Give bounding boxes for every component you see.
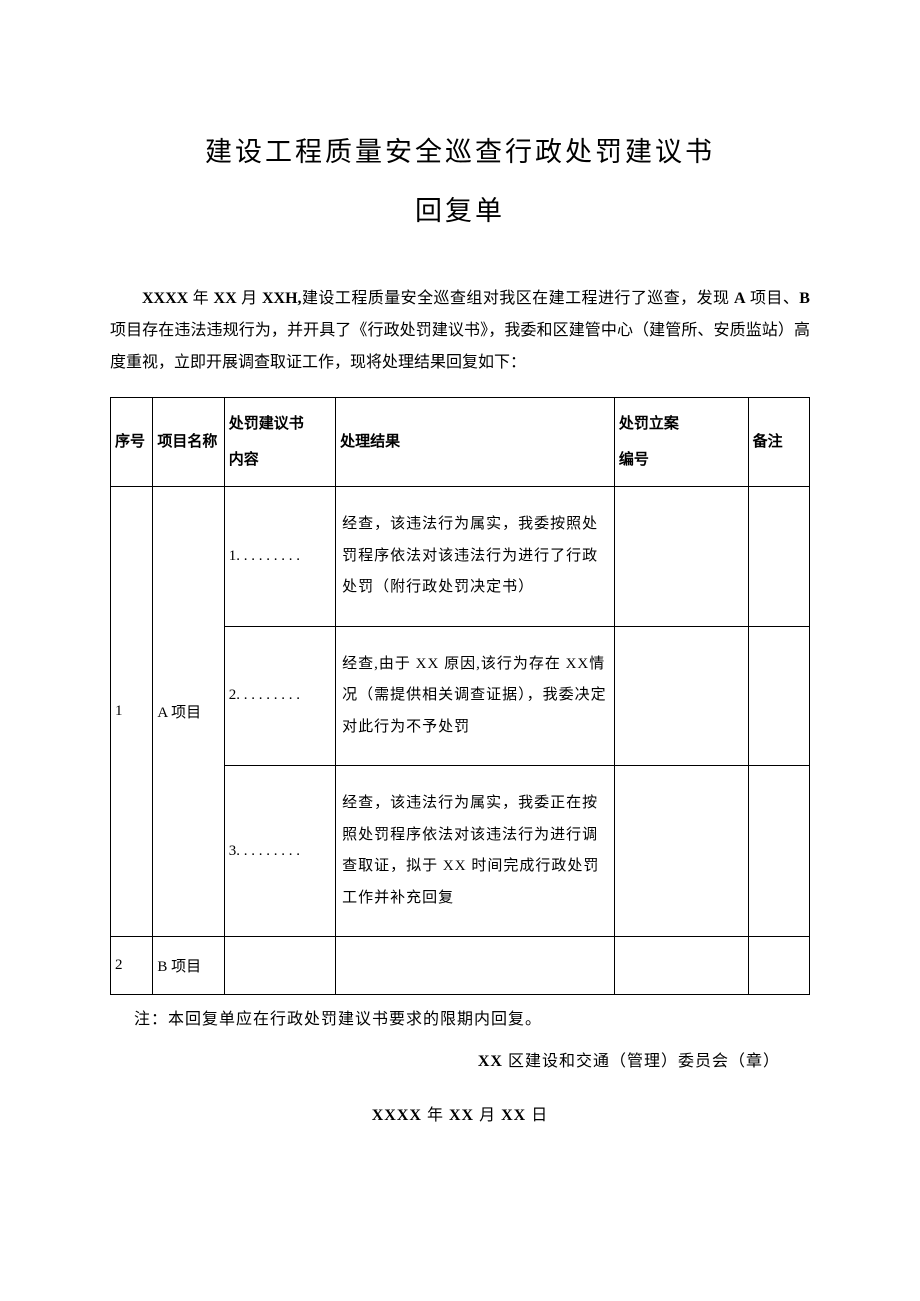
table-header-row: 序号 项目名称 处罚建议书 内容 处理结果 处罚立案 编号 备注	[111, 398, 810, 487]
table-row: 1 A 项目 1. . . . . . . . . 经查，该违法行为属实，我委按…	[111, 487, 810, 627]
cell-suggest-b	[224, 937, 335, 995]
cell-remark-1	[748, 487, 809, 627]
signature-line: XX 区建设和交通（管理）委员会（章）	[110, 1047, 810, 1071]
cell-project-a: A 项目	[153, 487, 224, 937]
date-year-label: 年	[422, 1107, 449, 1124]
cell-remark-3	[748, 766, 809, 937]
header-project: 项目名称	[153, 398, 224, 487]
intro-year: XXXX	[142, 290, 188, 307]
cell-result-1: 经查，该违法行为属实，我委按照处罚程序依法对该违法行为进行了行政处罚（附行政处罚…	[336, 487, 615, 627]
intro-text-3: 项目存在违法违规行为，并开具了《行政处罚建议书》，我委和区建管中心（建管所、安质…	[110, 322, 810, 371]
signature-text: 区建设和交通（管理）委员会（章）	[508, 1053, 780, 1070]
title-line-1: 建设工程质量安全巡查行政处罚建议书	[110, 130, 810, 169]
year-label: 年	[188, 290, 213, 307]
header-case-line2: 编号	[619, 442, 744, 478]
date-line: XXXX 年 XX 月 XX 日	[110, 1101, 810, 1125]
date-month: XX	[449, 1107, 474, 1124]
cell-result-3: 经查，该违法行为属实，我委正在按照处罚程序依法对该违法行为进行调查取证，拟于 X…	[336, 766, 615, 937]
cell-result-2: 经查,由于 XX 原因,该行为存在 XX情况（需提供相关调查证据），我委决定对此…	[336, 626, 615, 766]
header-suggest-line2: 内容	[229, 442, 331, 478]
intro-text-1: 建设工程质量安全巡查组对我区在建工程进行了巡查，发现	[302, 290, 734, 307]
table-row: 2 B 项目	[111, 937, 810, 995]
cell-case-1	[614, 487, 748, 627]
date-month-label: 月	[474, 1107, 501, 1124]
cell-suggest-3: 3. . . . . . . . .	[224, 766, 335, 937]
header-case-line1: 处罚立案	[619, 406, 744, 442]
cell-suggest-1: 1. . . . . . . . .	[224, 487, 335, 627]
intro-text-2: 项目、	[746, 290, 800, 307]
date-day-label: 日	[526, 1107, 548, 1124]
header-case: 处罚立案 编号	[614, 398, 748, 487]
reply-table: 序号 项目名称 处罚建议书 内容 处理结果 处罚立案 编号 备注 1 A 项目 …	[110, 397, 810, 995]
project-b-label: B	[799, 290, 810, 307]
note-text: 注：本回复单应在行政处罚建议书要求的限期内回复。	[134, 1005, 810, 1029]
header-remark: 备注	[748, 398, 809, 487]
header-suggest-line1: 处罚建议书	[229, 406, 331, 442]
cell-result-b	[336, 937, 615, 995]
month-label: 月	[237, 290, 262, 307]
cell-remark-2	[748, 626, 809, 766]
cell-remark-b	[748, 937, 809, 995]
date-year: XXXX	[372, 1107, 422, 1124]
cell-case-3	[614, 766, 748, 937]
intro-month: XX	[214, 290, 237, 307]
cell-seq-2: 2	[111, 937, 153, 995]
signature-prefix: XX	[478, 1053, 508, 1070]
cell-case-b	[614, 937, 748, 995]
date-day: XX	[501, 1107, 526, 1124]
cell-case-2	[614, 626, 748, 766]
header-seq: 序号	[111, 398, 153, 487]
cell-project-b: B 项目	[153, 937, 224, 995]
intro-paragraph: XXXX 年 XX 月 XXH,建设工程质量安全巡查组对我区在建工程进行了巡查，…	[110, 283, 810, 379]
header-suggest: 处罚建议书 内容	[224, 398, 335, 487]
project-a-label: A	[734, 290, 746, 307]
intro-day: XXH,	[262, 290, 302, 307]
header-result: 处理结果	[336, 398, 615, 487]
title-line-2: 回复单	[110, 189, 810, 228]
cell-seq-1: 1	[111, 487, 153, 937]
document-title: 建设工程质量安全巡查行政处罚建议书 回复单	[110, 130, 810, 228]
cell-suggest-2: 2. . . . . . . . .	[224, 626, 335, 766]
